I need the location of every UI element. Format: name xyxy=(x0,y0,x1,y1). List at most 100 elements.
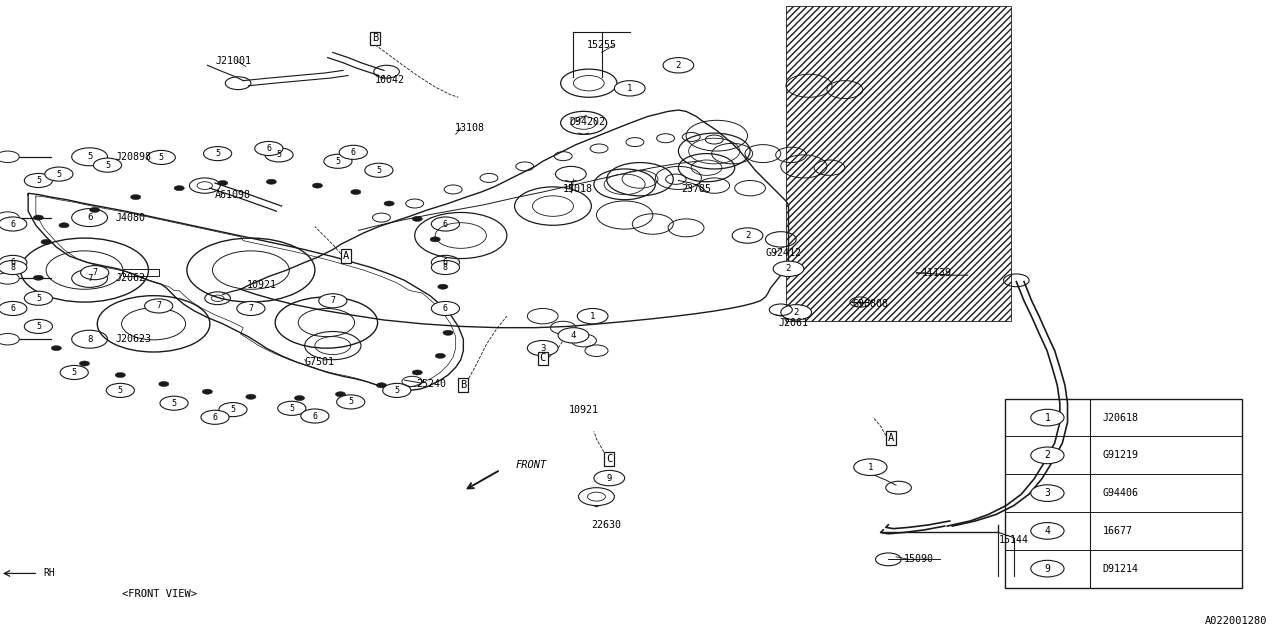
Text: 6: 6 xyxy=(10,220,15,228)
Text: 5: 5 xyxy=(289,404,294,413)
Text: 6: 6 xyxy=(443,220,448,228)
Text: A: A xyxy=(343,251,348,261)
Text: J20618: J20618 xyxy=(1103,413,1139,422)
Text: 6: 6 xyxy=(351,148,356,157)
Circle shape xyxy=(0,151,19,163)
Circle shape xyxy=(773,261,804,276)
Text: 10921: 10921 xyxy=(568,404,598,415)
Text: 15144: 15144 xyxy=(998,535,1028,545)
Circle shape xyxy=(854,459,887,476)
Text: G94406: G94406 xyxy=(1103,488,1139,498)
Text: 6: 6 xyxy=(87,213,92,222)
Circle shape xyxy=(438,284,448,289)
Text: 16677: 16677 xyxy=(1103,526,1133,536)
Circle shape xyxy=(204,147,232,161)
Text: G90808: G90808 xyxy=(852,299,888,309)
Text: 2: 2 xyxy=(676,61,681,70)
Circle shape xyxy=(614,81,645,96)
Text: 1: 1 xyxy=(590,312,595,321)
Text: 15018: 15018 xyxy=(563,184,593,194)
Text: 2: 2 xyxy=(794,308,799,317)
Text: 4: 4 xyxy=(1044,526,1051,536)
Text: 6: 6 xyxy=(10,304,15,313)
Text: B: B xyxy=(372,33,378,44)
Bar xyxy=(123,269,159,276)
Circle shape xyxy=(174,186,184,191)
Text: 1: 1 xyxy=(627,84,632,93)
Text: 22630: 22630 xyxy=(591,520,621,530)
Text: 13108: 13108 xyxy=(454,123,484,133)
Text: 5: 5 xyxy=(105,161,110,170)
Circle shape xyxy=(435,353,445,358)
Circle shape xyxy=(145,299,173,313)
Circle shape xyxy=(319,294,347,308)
Circle shape xyxy=(79,361,90,366)
Circle shape xyxy=(265,148,293,162)
Circle shape xyxy=(160,396,188,410)
Circle shape xyxy=(201,410,229,424)
Text: 3: 3 xyxy=(1044,488,1051,498)
Text: 7: 7 xyxy=(92,268,97,277)
Text: 2: 2 xyxy=(1044,451,1051,460)
Text: 5: 5 xyxy=(376,166,381,175)
Circle shape xyxy=(219,403,247,417)
Circle shape xyxy=(72,209,108,227)
Circle shape xyxy=(1030,485,1064,502)
Text: RH: RH xyxy=(44,568,55,579)
Circle shape xyxy=(131,195,141,200)
Text: C: C xyxy=(540,353,545,364)
Text: D91214: D91214 xyxy=(1103,564,1139,573)
Circle shape xyxy=(312,183,323,188)
Text: 7: 7 xyxy=(248,304,253,313)
Text: 8: 8 xyxy=(10,263,15,272)
Text: 5: 5 xyxy=(87,152,92,161)
Circle shape xyxy=(33,215,44,220)
Text: G92412: G92412 xyxy=(765,248,801,259)
Text: 5: 5 xyxy=(36,176,41,185)
Circle shape xyxy=(435,259,445,264)
Circle shape xyxy=(443,308,453,314)
Circle shape xyxy=(0,273,19,284)
Text: 5: 5 xyxy=(36,294,41,303)
Circle shape xyxy=(0,217,27,231)
Circle shape xyxy=(324,154,352,168)
Circle shape xyxy=(527,340,558,356)
Text: J21001: J21001 xyxy=(215,56,251,66)
Text: 6: 6 xyxy=(10,258,15,267)
Circle shape xyxy=(376,383,387,388)
Circle shape xyxy=(663,58,694,73)
Circle shape xyxy=(781,305,812,320)
Circle shape xyxy=(24,173,52,188)
Circle shape xyxy=(384,201,394,206)
Circle shape xyxy=(339,145,367,159)
Text: FRONT: FRONT xyxy=(516,460,547,470)
Circle shape xyxy=(93,158,122,172)
Circle shape xyxy=(431,260,460,275)
Text: 10042: 10042 xyxy=(375,75,404,85)
Text: 6: 6 xyxy=(443,258,448,267)
Circle shape xyxy=(72,330,108,348)
Circle shape xyxy=(301,409,329,423)
Text: 10921: 10921 xyxy=(247,280,276,290)
Text: 9: 9 xyxy=(1044,564,1051,573)
Text: 5: 5 xyxy=(36,322,41,331)
Circle shape xyxy=(430,237,440,242)
Text: 6: 6 xyxy=(443,304,448,313)
Circle shape xyxy=(0,212,19,223)
Text: 15090: 15090 xyxy=(904,554,933,564)
Circle shape xyxy=(0,255,27,269)
Text: D94202: D94202 xyxy=(570,116,605,127)
Circle shape xyxy=(24,319,52,333)
Text: 23785: 23785 xyxy=(681,184,710,194)
Text: 7: 7 xyxy=(330,296,335,305)
Circle shape xyxy=(351,189,361,195)
Text: B: B xyxy=(461,380,466,390)
Circle shape xyxy=(59,223,69,228)
Text: 7: 7 xyxy=(156,301,161,310)
Text: 5: 5 xyxy=(172,399,177,408)
Text: 5: 5 xyxy=(56,170,61,179)
Circle shape xyxy=(594,470,625,486)
Text: J2061: J2061 xyxy=(778,318,808,328)
Text: A: A xyxy=(888,433,893,443)
Circle shape xyxy=(24,291,52,305)
